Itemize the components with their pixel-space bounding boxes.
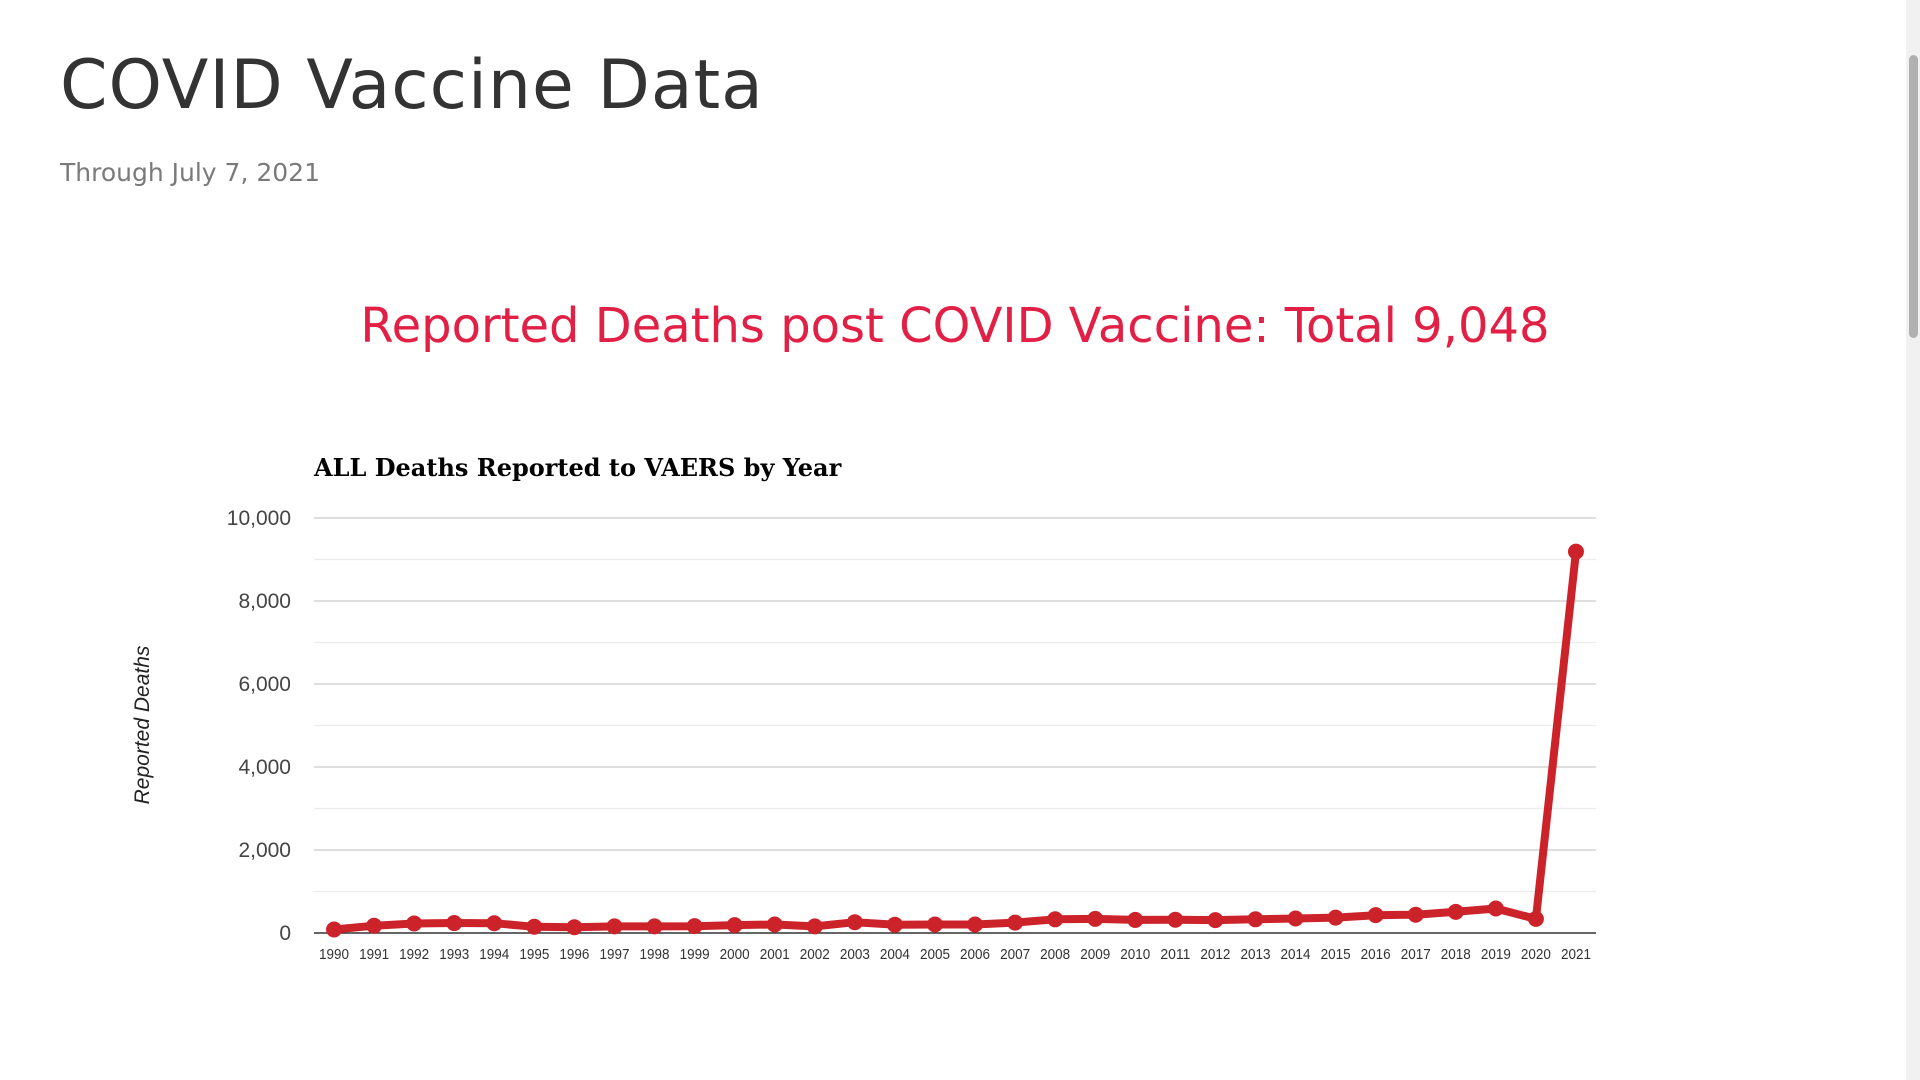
data-point [606, 918, 623, 935]
x-tick-label: 2011 [1160, 947, 1190, 963]
data-point [486, 915, 503, 932]
x-tick-labels: 1990 1991 1992 1993 1994 1995 1996 1997 1998 1999… [319, 947, 1591, 963]
data-point [1087, 910, 1104, 927]
x-tick-label: 2000 [720, 947, 750, 963]
page-title: COVID Vaccine Data [60, 46, 764, 125]
x-tick-label: 2006 [960, 947, 990, 963]
x-tick-label: 1990 [319, 947, 349, 963]
x-tick-label: 1997 [599, 947, 629, 963]
y-tick-labels: 0 2,000 4,000 6,000 8,000 10,000 [227, 507, 291, 945]
data-point [1367, 907, 1384, 924]
x-tick-label: 2020 [1521, 947, 1551, 963]
data-point [1487, 900, 1504, 917]
y-tick-label: 2,000 [238, 839, 291, 862]
data-point [806, 918, 823, 935]
data-point [846, 914, 863, 931]
data-point [926, 916, 943, 933]
x-tick-label: 2008 [1040, 947, 1070, 963]
data-point [1007, 914, 1024, 931]
x-tick-label: 1992 [399, 947, 429, 963]
data-point [1127, 911, 1144, 928]
data-point [1407, 906, 1424, 923]
x-tick-label: 1995 [519, 947, 549, 963]
data-point [1167, 911, 1184, 928]
data-point [366, 917, 383, 934]
grid-lines [314, 517, 1596, 934]
chart-title: ALL Deaths Reported to VAERS by Year [313, 453, 842, 482]
y-tick-label: 4,000 [238, 756, 291, 779]
y-tick-label: 0 [279, 922, 291, 945]
data-point [646, 918, 663, 935]
data-point [1327, 909, 1344, 926]
series-deaths [326, 543, 1584, 938]
x-tick-label: 2012 [1200, 947, 1230, 963]
page-subtitle: Through July 7, 2021 [60, 158, 320, 187]
headline-total-deaths: Reported Deaths post COVID Vaccine: Tota… [360, 298, 1550, 354]
x-tick-label: 2013 [1240, 947, 1270, 963]
data-point [1527, 910, 1544, 927]
x-tick-label: 2003 [840, 947, 870, 963]
data-point [686, 918, 703, 935]
y-tick-label: 8,000 [238, 590, 291, 613]
x-tick-label: 1998 [640, 947, 670, 963]
x-tick-label: 2015 [1321, 947, 1351, 963]
x-tick-label: 1999 [680, 947, 710, 963]
data-point [1247, 911, 1264, 928]
scrollbar-thumb[interactable] [1909, 55, 1918, 338]
vertical-scrollbar[interactable] [1906, 0, 1920, 1080]
x-tick-label: 2014 [1281, 947, 1311, 963]
x-tick-label: 1993 [439, 947, 469, 963]
series-line [330, 547, 1580, 934]
data-point [1047, 911, 1064, 928]
x-tick-label: 2002 [800, 947, 830, 963]
x-tick-label: 2007 [1000, 947, 1030, 963]
x-tick-label: 2016 [1361, 947, 1391, 963]
x-tick-label: 2005 [920, 947, 950, 963]
data-point [1287, 910, 1304, 927]
x-tick-label: 1991 [359, 947, 389, 963]
y-tick-label: 10,000 [227, 507, 291, 530]
y-tick-label: 6,000 [238, 673, 291, 696]
data-point [967, 916, 984, 933]
y-axis-label: Reported Deaths [131, 645, 154, 804]
x-tick-label: 2004 [880, 947, 910, 963]
data-point [566, 919, 583, 936]
x-tick-label: 2001 [760, 947, 790, 963]
x-tick-label: 2019 [1481, 947, 1511, 963]
x-tick-label: 2021 [1561, 947, 1591, 963]
data-point [446, 915, 463, 932]
data-point [886, 916, 903, 933]
x-tick-label: 2017 [1401, 947, 1431, 963]
data-point [526, 918, 543, 935]
data-point [1567, 543, 1584, 560]
x-tick-label: 2018 [1441, 947, 1471, 963]
data-point [326, 921, 343, 938]
x-tick-label: 2009 [1080, 947, 1110, 963]
x-tick-label: 2010 [1120, 947, 1150, 963]
x-tick-label: 1996 [559, 947, 589, 963]
x-tick-label: 1994 [479, 947, 509, 963]
data-point [406, 915, 423, 932]
data-point [1207, 912, 1224, 929]
data-point [766, 916, 783, 933]
data-point [1447, 903, 1464, 920]
data-point [726, 917, 743, 934]
